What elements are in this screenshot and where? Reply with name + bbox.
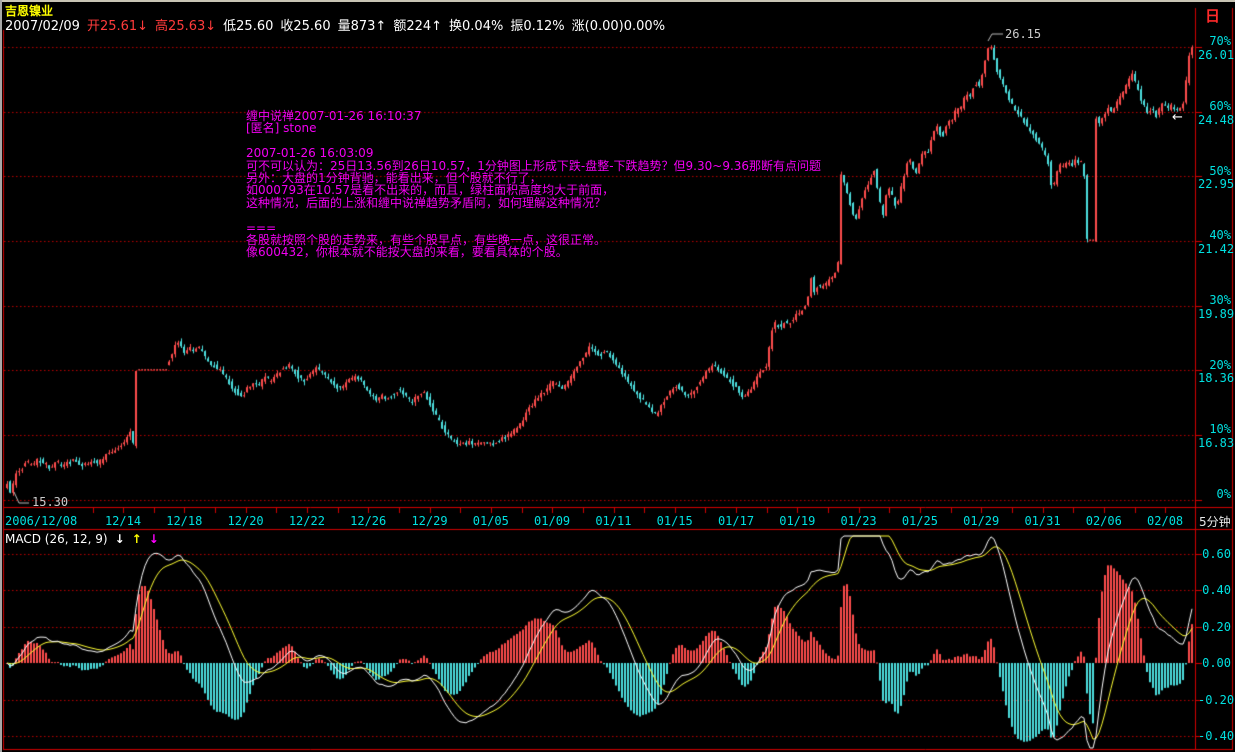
price-axis-price-label: 19.89 <box>1198 306 1235 321</box>
date-label: 12/29 <box>411 514 448 528</box>
overlay-line <box>246 209 821 221</box>
down-arrow-icon: ↓ <box>114 532 125 546</box>
date-label: 12/22 <box>288 514 325 528</box>
left-arrow-icon: ← <box>1172 110 1183 125</box>
price-axis-pct-label: 60% <box>1209 99 1231 114</box>
date-label: 12/20 <box>227 514 264 528</box>
macd-axis-label: 0.00 <box>1202 656 1231 670</box>
date-label: 01/05 <box>472 514 509 528</box>
price-axis-pct-label: 40% <box>1209 228 1231 243</box>
date-label: 12/26 <box>350 514 387 528</box>
stat-volume: 量873↑ <box>337 19 387 34</box>
overlay-line: 可不可以认为：25日13.56到26日10.57，1分钟图上形成下跌-盘整-下跌… <box>246 158 822 173</box>
price-axis-pct-label: 0% <box>1216 487 1231 501</box>
price-axis-pct-label: 70% <box>1209 34 1231 49</box>
date-label: 01/17 <box>717 514 755 528</box>
price-axis-price-label: 16.83 <box>1198 435 1235 450</box>
date-label: 01/31 <box>1024 514 1061 528</box>
window-left-border <box>0 0 2 752</box>
date-label: 2007/02/09 <box>5 19 80 34</box>
date-label: 02/08 <box>1147 514 1184 528</box>
forum-overlay-text: 缠中说禅2007-01-26 16:10:37 [匿名] stone 2007-01… <box>246 110 821 259</box>
date-label: 2006/12/08 <box>5 514 78 528</box>
overlay-line: 像600432，你根本就不能按大盘的来看，要看具体的个股。 <box>246 245 568 260</box>
date-label: 01/09 <box>534 514 571 528</box>
price-axis-pct-label: 20% <box>1209 357 1231 372</box>
macd-indicator-label: MACD (26, 12, 9) <box>5 532 108 546</box>
stat-amount: 额224↑ <box>393 19 443 34</box>
date-label: 02/06 <box>1085 514 1122 528</box>
stat-open: 开25.61↓ <box>86 19 149 34</box>
date-label: 01/29 <box>963 514 1000 528</box>
macd-axis-label: -0.20 <box>1198 692 1235 707</box>
price-axis-price-label: 24.48 <box>1198 112 1235 127</box>
up-arrow-icon: ↑ <box>131 532 142 546</box>
overlay-line: === <box>246 220 277 235</box>
price-axis-price-label: 22.95 <box>1198 177 1235 192</box>
macd-axis-label: -0.40 <box>1198 729 1235 743</box>
high-price-annotation: 26.15 <box>1005 27 1042 41</box>
date-label: 01/11 <box>595 514 632 528</box>
macd-axis-label: 0.40 <box>1202 583 1231 597</box>
date-label: 01/23 <box>840 514 877 528</box>
overlay-line: 2007-01-26 16:03:09 <box>246 146 374 161</box>
date-label: 01/15 <box>656 514 693 528</box>
stat-high: 高25.63↓ <box>155 19 217 34</box>
stat-change: 涨(0.00)0.00% <box>571 19 666 34</box>
overlay-line: 这种情况，后面的上涨和缠中说禅趋势矛盾阿，如何理解这种情况？ <box>246 195 607 210</box>
low-price-annotation: 15.30 <box>32 495 69 509</box>
period-day-button[interactable]: 日 <box>1205 7 1221 25</box>
price-axis-pct-label: 10% <box>1209 422 1231 437</box>
stock-name: 吉恩镍业 <box>5 4 54 18</box>
date-label: 12/18 <box>166 514 203 528</box>
date-label: 01/25 <box>901 514 938 528</box>
stat-swing: 振0.12% <box>510 19 565 34</box>
price-axis-price-label: 21.42 <box>1198 241 1235 256</box>
window-top-border <box>0 0 1235 2</box>
stat-low: 低25.60 <box>223 19 274 34</box>
period-5min-label[interactable]: 5分钟 <box>1199 515 1231 529</box>
down-arrow-icon: ↓ <box>148 532 159 546</box>
overlay-line: [匿名] stone <box>246 121 317 136</box>
price-axis-pct-label: 50% <box>1209 163 1231 178</box>
date-label: 01/19 <box>779 514 816 528</box>
stat-close: 收25.60 <box>280 19 331 34</box>
overlay-line: 另外：大盘的1分钟背驰，能看出来，但个股就不行了， <box>246 171 542 186</box>
stat-turnover: 换0.04% <box>449 19 504 34</box>
macd-axis-label: 0.20 <box>1202 619 1231 634</box>
overlay-line: 各股就按照个股的走势来，有些个股早点，有些晚一点，这很正常。 <box>246 233 607 248</box>
price-axis-pct-label: 30% <box>1209 293 1231 308</box>
overlay-line: 如000793在10.57是看不出来的，而且，绿柱面积高度均大于前面， <box>246 183 615 198</box>
date-label: 12/14 <box>104 514 142 528</box>
quote-stats-bar: 2007/02/09 开25.61↓ 高25.63↓ 低25.60 收25.60 量873… <box>5 15 679 34</box>
overlay-line: 缠中说禅2007-01-26 16:10:37 <box>246 109 422 123</box>
price-axis-price-label: 18.36 <box>1198 371 1235 386</box>
macd-axis-label: 0.60 <box>1202 546 1231 561</box>
price-axis-price-label: 26.01 <box>1198 47 1235 62</box>
macd-indicator-row: MACD (26, 12, 9) ↓ ↑ ↓ <box>5 532 159 546</box>
